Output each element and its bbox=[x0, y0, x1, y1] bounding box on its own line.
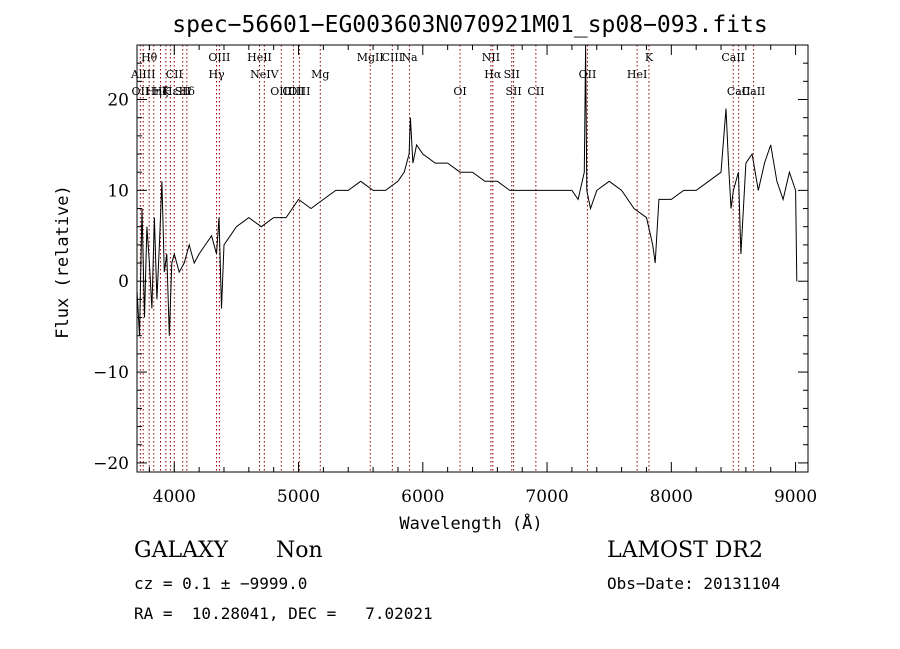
line-marker-label: Hε bbox=[163, 85, 179, 98]
x-axis-label: Wavelength (Å) bbox=[399, 512, 542, 534]
line-marker-label: OIII bbox=[282, 85, 304, 98]
line-marker-label: CII bbox=[166, 68, 183, 81]
line-marker-label: Hα bbox=[484, 68, 502, 81]
spectrum-chart: spec−56601−EG003603N070921M01_sp08−093.f… bbox=[53, 12, 817, 534]
line-marker-label: OII bbox=[131, 85, 149, 98]
survey-label: LAMOST DR2 bbox=[607, 538, 763, 563]
line-marker-label: SII bbox=[506, 85, 522, 98]
spectrum-line bbox=[136, 44, 798, 336]
line-marker-label: HeII bbox=[247, 51, 272, 64]
y-tick-label: 10 bbox=[107, 181, 129, 201]
line-marker-label: SII bbox=[175, 85, 191, 98]
line-marker-label: OI bbox=[453, 85, 466, 98]
line-marker-label: CaII bbox=[721, 51, 745, 64]
y-tick-label: −10 bbox=[93, 363, 129, 383]
line-marker-label: OIII bbox=[270, 85, 292, 98]
chart-title: spec−56601−EG003603N070921M01_sp08−093.f… bbox=[172, 12, 767, 38]
line-marker-label: OIII bbox=[288, 85, 310, 98]
x-tick-label: 9000 bbox=[774, 487, 817, 507]
line-marker-label: AlIII bbox=[130, 68, 156, 81]
redshift-line: cz = 0.1 ± −9999.0 bbox=[134, 574, 308, 593]
line-marker-label: CaII bbox=[742, 85, 766, 98]
x-tick-label: 4000 bbox=[153, 487, 196, 507]
y-tick-label: 0 bbox=[118, 272, 129, 292]
line-marker-label: OIII bbox=[208, 51, 230, 64]
line-marker-label: SII bbox=[504, 68, 520, 81]
y-tick-label: 20 bbox=[107, 91, 129, 111]
line-marker-label: Hγ bbox=[208, 68, 225, 81]
y-tick-label: −20 bbox=[93, 454, 129, 474]
x-tick-label: 8000 bbox=[650, 487, 693, 507]
object-class: GALAXY bbox=[134, 538, 229, 563]
line-marker-label: K bbox=[645, 51, 654, 64]
x-tick-label: 7000 bbox=[525, 487, 568, 507]
line-marker-label: Na bbox=[401, 51, 418, 64]
coordinates-line: RA = 10.28041, DEC = 7.02021 bbox=[134, 604, 433, 623]
line-marker-label: CIII bbox=[382, 51, 403, 64]
line-marker-label: Hη bbox=[146, 85, 162, 98]
emission-line-markers bbox=[139, 45, 755, 472]
line-marker-label: Hθ bbox=[141, 51, 158, 64]
line-marker-label: CaII bbox=[727, 85, 751, 98]
x-tick-label: 5000 bbox=[277, 487, 320, 507]
x-tick-label: 6000 bbox=[401, 487, 444, 507]
line-marker-label: NII bbox=[482, 51, 500, 64]
line-marker-label: Hδ bbox=[179, 85, 196, 98]
line-marker-label: CII bbox=[527, 85, 544, 98]
plot-frame bbox=[136, 44, 809, 473]
line-marker-label: Hζ bbox=[153, 85, 169, 98]
line-marker-label: K bbox=[162, 85, 171, 98]
line-marker-label: MgII bbox=[357, 51, 384, 64]
y-axis-label: Flux (relative) bbox=[53, 185, 73, 339]
x-axis-ticks: 4000 5000 6000 7000 8000 9000 bbox=[148, 45, 817, 507]
object-subclass: Non bbox=[276, 538, 323, 563]
y-axis-ticks: −20 −10 0 10 20 bbox=[93, 62, 808, 474]
line-marker-label: HeI bbox=[627, 68, 647, 81]
observation-date: Obs−Date: 20131104 bbox=[607, 574, 781, 593]
line-marker-label: NeIV bbox=[250, 68, 279, 81]
line-marker-label: OII bbox=[579, 68, 597, 81]
line-marker-label: Mg bbox=[311, 68, 329, 81]
